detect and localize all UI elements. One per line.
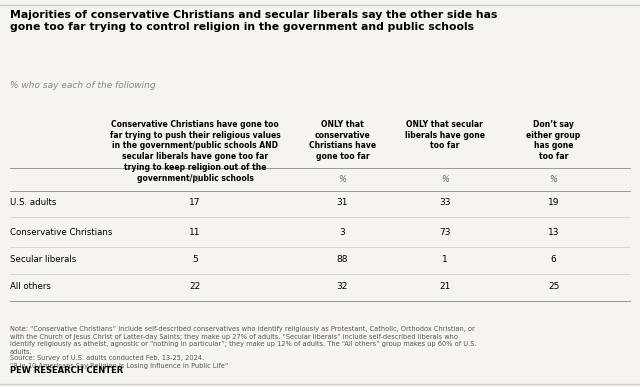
- Text: %: %: [441, 175, 449, 185]
- Text: 33: 33: [439, 198, 451, 207]
- Text: 73: 73: [439, 228, 451, 237]
- Text: %: %: [191, 175, 199, 185]
- Text: 6: 6: [551, 255, 556, 264]
- Text: 13: 13: [548, 228, 559, 237]
- Text: 25: 25: [548, 282, 559, 291]
- Text: Conservative Christians: Conservative Christians: [10, 228, 112, 237]
- Text: 5: 5: [193, 255, 198, 264]
- Text: Source: Survey of U.S. adults conducted Feb. 13-25, 2024.
“8 in 10 Americans Say: Source: Survey of U.S. adults conducted …: [10, 355, 228, 369]
- Text: Secular liberals: Secular liberals: [10, 255, 76, 264]
- Text: ONLY that secular
liberals have gone
too far: ONLY that secular liberals have gone too…: [404, 120, 485, 151]
- Text: 3: 3: [340, 228, 345, 237]
- Text: Note: “Conservative Christians” include self-described conservatives who identif: Note: “Conservative Christians” include …: [10, 326, 476, 355]
- Text: All others: All others: [10, 282, 51, 291]
- Text: Majorities of conservative Christians and secular liberals say the other side ha: Majorities of conservative Christians an…: [10, 10, 497, 33]
- Text: % who say each of the following: % who say each of the following: [10, 81, 156, 90]
- Text: 32: 32: [337, 282, 348, 291]
- Text: %: %: [339, 175, 346, 185]
- Text: Conservative Christians have gone too
far trying to push their religious values
: Conservative Christians have gone too fa…: [110, 120, 280, 183]
- Text: 22: 22: [189, 282, 201, 291]
- Text: PEW RESEARCH CENTER: PEW RESEARCH CENTER: [10, 366, 123, 375]
- Text: 31: 31: [337, 198, 348, 207]
- Text: 17: 17: [189, 198, 201, 207]
- Text: %: %: [550, 175, 557, 185]
- Text: 11: 11: [189, 228, 201, 237]
- Text: 19: 19: [548, 198, 559, 207]
- Text: ONLY that
conservative
Christians have
gone too far: ONLY that conservative Christians have g…: [309, 120, 376, 161]
- Text: 1: 1: [442, 255, 447, 264]
- Text: U.S. adults: U.S. adults: [10, 198, 56, 207]
- Text: 21: 21: [439, 282, 451, 291]
- Text: 88: 88: [337, 255, 348, 264]
- Text: Don’t say
either group
has gone
too far: Don’t say either group has gone too far: [527, 120, 580, 161]
